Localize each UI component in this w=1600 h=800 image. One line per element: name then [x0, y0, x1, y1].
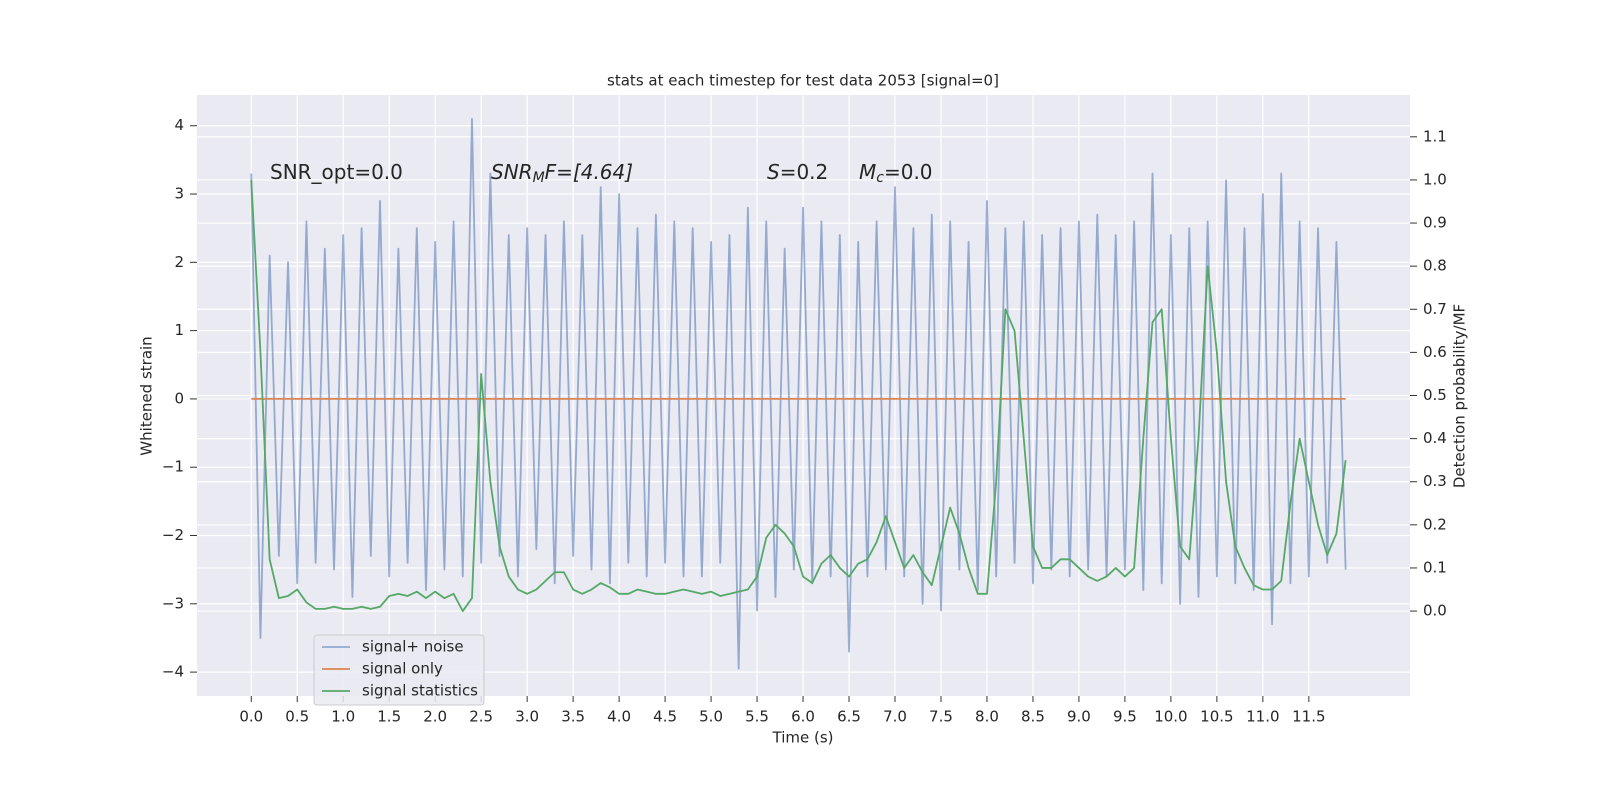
legend-label: signal only	[362, 660, 443, 678]
y-tick-label: −2	[162, 526, 184, 544]
y2-tick-label: 0.8	[1423, 257, 1447, 275]
x-tick-label: 8.5	[1021, 708, 1045, 726]
y2-tick-label: 0.3	[1423, 472, 1447, 490]
annotation-sub: M	[533, 170, 545, 186]
y-tick-label: 2	[174, 253, 184, 271]
annotation: SNRMF=[4.64]	[491, 160, 633, 187]
y-axis-label: Whitened strain	[138, 336, 156, 455]
y2-tick-label: 0.6	[1423, 343, 1447, 361]
x-tick-label: 1.0	[331, 708, 355, 726]
chart-title: stats at each timestep for test data 205…	[607, 72, 999, 90]
annotation-base: S	[767, 160, 780, 184]
y-tick-label: 0	[174, 389, 184, 407]
x-tick-label: 10.0	[1154, 708, 1187, 726]
x-tick-label: 7.5	[929, 708, 953, 726]
y2-tick-label: 0.4	[1423, 429, 1447, 447]
y2-tick-label: 0.7	[1423, 300, 1447, 318]
y2-tick-label: 1.0	[1423, 170, 1447, 188]
x-tick-label: 11.5	[1292, 708, 1325, 726]
y2-tick-label: 0.2	[1423, 515, 1447, 533]
annotation: Mc=0.0	[859, 160, 933, 187]
x-tick-label: 4.0	[607, 708, 631, 726]
x-tick-label: 3.0	[515, 708, 539, 726]
x-tick-label: 11.0	[1246, 708, 1279, 726]
x-tick-label: 1.5	[377, 708, 401, 726]
y2-tick-label: 0.9	[1423, 214, 1447, 232]
x-tick-label: 8.0	[975, 708, 999, 726]
x-tick-label: 2.5	[469, 708, 493, 726]
annotation-base: SNR	[491, 160, 533, 184]
x-tick-label: 10.5	[1200, 708, 1233, 726]
x-tick-label: 0.0	[239, 708, 263, 726]
x-tick-label: 6.5	[837, 708, 861, 726]
series-line	[250, 118, 1347, 670]
y-tick-label: 3	[174, 185, 184, 203]
x-tick-label: 9.0	[1067, 708, 1091, 726]
x-tick-label: 4.5	[653, 708, 677, 726]
x-tick-label: 2.0	[423, 708, 447, 726]
annotation-text: SNR_opt=0.0	[270, 160, 403, 184]
y-tick-label: 4	[174, 116, 184, 134]
annotation-text: F=[4.64]	[545, 160, 633, 184]
y2-tick-label: 0.0	[1423, 602, 1447, 620]
y2-tick-label: 0.5	[1423, 386, 1447, 404]
y2-tick-label: 1.1	[1423, 127, 1447, 145]
annotation: S=0.2	[767, 160, 828, 184]
annotation-sub: c	[876, 170, 884, 186]
y-tick-label: 1	[174, 321, 184, 339]
x-tick-label: 7.0	[883, 708, 907, 726]
series-line	[250, 179, 1347, 612]
legend-box	[313, 634, 485, 706]
y-tick-label: −4	[162, 663, 184, 681]
annotation-base: M	[859, 160, 876, 184]
y2-tick-label: 0.1	[1423, 558, 1447, 576]
y-tick-label: −3	[162, 594, 184, 612]
x-axis-label: Time (s)	[772, 729, 834, 747]
x-tick-label: 0.5	[285, 708, 309, 726]
x-tick-label: 5.0	[699, 708, 723, 726]
legend-label: signal statistics	[362, 682, 478, 700]
x-tick-label: 9.5	[1113, 708, 1137, 726]
annotation-text: =0.2	[780, 160, 829, 184]
legend-label: signal+ noise	[362, 638, 464, 656]
y-tick-label: −1	[162, 458, 184, 476]
annotation-text: =0.0	[884, 160, 933, 184]
annotation: SNR_opt=0.0	[270, 160, 403, 184]
x-tick-label: 3.5	[561, 708, 585, 726]
x-tick-label: 6.0	[791, 708, 815, 726]
x-tick-label: 5.5	[745, 708, 769, 726]
y2-axis-label: Detection probability/MF	[1451, 304, 1469, 488]
